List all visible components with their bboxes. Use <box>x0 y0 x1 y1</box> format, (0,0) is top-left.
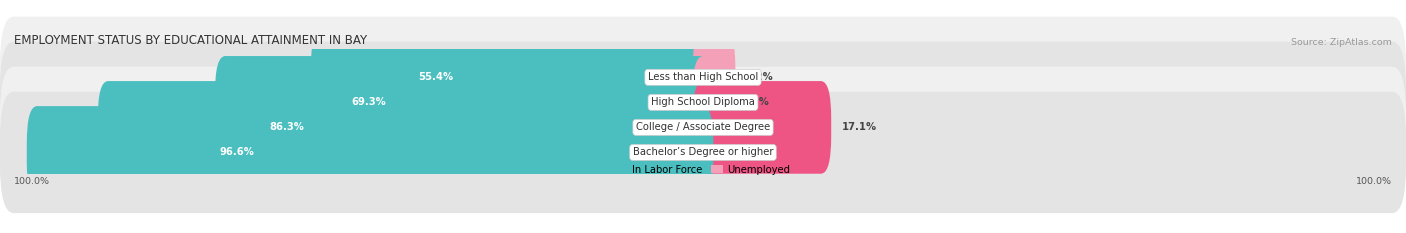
FancyBboxPatch shape <box>693 31 735 124</box>
FancyBboxPatch shape <box>27 106 713 199</box>
Text: Bachelor’s Degree or higher: Bachelor’s Degree or higher <box>633 147 773 158</box>
FancyBboxPatch shape <box>693 56 731 149</box>
FancyBboxPatch shape <box>311 31 713 124</box>
Text: Source: ZipAtlas.com: Source: ZipAtlas.com <box>1292 38 1392 47</box>
FancyBboxPatch shape <box>98 81 713 174</box>
Text: 17.1%: 17.1% <box>842 122 877 132</box>
FancyBboxPatch shape <box>0 17 1406 138</box>
FancyBboxPatch shape <box>0 42 1406 163</box>
Text: 86.3%: 86.3% <box>269 122 304 132</box>
Text: High School Diploma: High School Diploma <box>651 97 755 107</box>
Text: 96.6%: 96.6% <box>219 147 254 158</box>
FancyBboxPatch shape <box>215 56 713 149</box>
Text: 0.0%: 0.0% <box>724 147 751 158</box>
Text: 55.4%: 55.4% <box>418 72 453 82</box>
Text: 2.5%: 2.5% <box>741 97 769 107</box>
Text: 3.2%: 3.2% <box>745 72 773 82</box>
FancyBboxPatch shape <box>0 92 1406 213</box>
Text: Less than High School: Less than High School <box>648 72 758 82</box>
Text: College / Associate Degree: College / Associate Degree <box>636 122 770 132</box>
Text: 100.0%: 100.0% <box>14 178 49 186</box>
Text: 100.0%: 100.0% <box>1357 178 1392 186</box>
FancyBboxPatch shape <box>693 81 831 174</box>
FancyBboxPatch shape <box>0 67 1406 188</box>
Text: 69.3%: 69.3% <box>352 97 387 107</box>
Text: EMPLOYMENT STATUS BY EDUCATIONAL ATTAINMENT IN BAY: EMPLOYMENT STATUS BY EDUCATIONAL ATTAINM… <box>14 34 367 47</box>
Legend: In Labor Force, Unemployed: In Labor Force, Unemployed <box>612 161 794 179</box>
